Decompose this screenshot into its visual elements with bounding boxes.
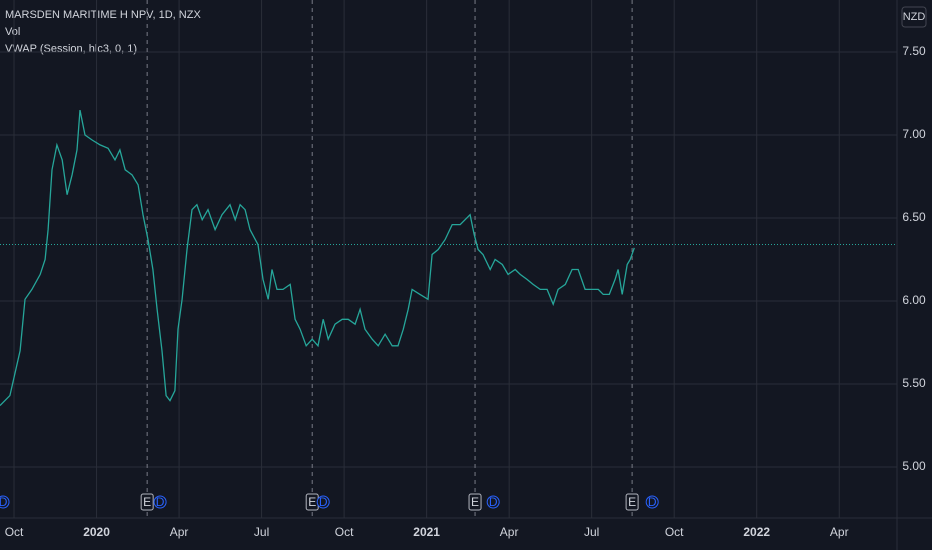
x-tick-label: 2020: [83, 525, 110, 539]
price-line: [0, 109, 635, 407]
x-tick-label: Apr: [830, 525, 849, 539]
currency-badge[interactable]: [901, 6, 927, 28]
dividend-badge[interactable]: [645, 495, 659, 509]
x-tick-label: Oct: [665, 525, 684, 539]
currency-label: NZD: [903, 11, 926, 23]
dividend-label: D: [319, 495, 328, 509]
y-tick-label: 5.00: [902, 459, 926, 473]
earnings-label: E: [143, 495, 151, 509]
earnings-label: E: [628, 495, 636, 509]
x-tick-label: Jul: [254, 525, 269, 539]
x-tick-label: Oct: [5, 525, 24, 539]
y-tick-label: 5.50: [902, 376, 926, 390]
indicator-label: VWAP (Session, hlc3, 0, 1): [5, 43, 137, 55]
x-tick-label: Jul: [584, 525, 599, 539]
dividend-label: D: [648, 495, 657, 509]
dividend-badge[interactable]: [0, 495, 10, 509]
x-tick-label: Apr: [500, 525, 519, 539]
dividend-badge[interactable]: [486, 495, 500, 509]
x-tick-label: 2022: [743, 525, 770, 539]
dividend-label: D: [0, 495, 8, 509]
earnings-label: E: [471, 495, 479, 509]
earnings-badge[interactable]: [140, 493, 154, 511]
y-tick-label: 7.50: [902, 44, 926, 58]
symbol-title: MARSDEN MARITIME H NPV, 1D, NZX: [5, 9, 201, 21]
x-tick-label: Oct: [335, 525, 354, 539]
earnings-badge[interactable]: [468, 493, 482, 511]
earnings-label: E: [308, 495, 316, 509]
y-tick-label: 6.00: [902, 293, 926, 307]
x-tick-label: 2021: [413, 525, 440, 539]
earnings-badge[interactable]: [625, 493, 639, 511]
indicator-label: Vol: [5, 26, 20, 38]
y-tick-label: 6.50: [902, 210, 926, 224]
y-tick-label: 7.00: [902, 127, 926, 141]
dividend-label: D: [156, 495, 165, 509]
dividend-badge[interactable]: [316, 495, 330, 509]
x-tick-label: Apr: [170, 525, 189, 539]
dividend-label: D: [489, 495, 498, 509]
dividend-badge[interactable]: [153, 495, 167, 509]
